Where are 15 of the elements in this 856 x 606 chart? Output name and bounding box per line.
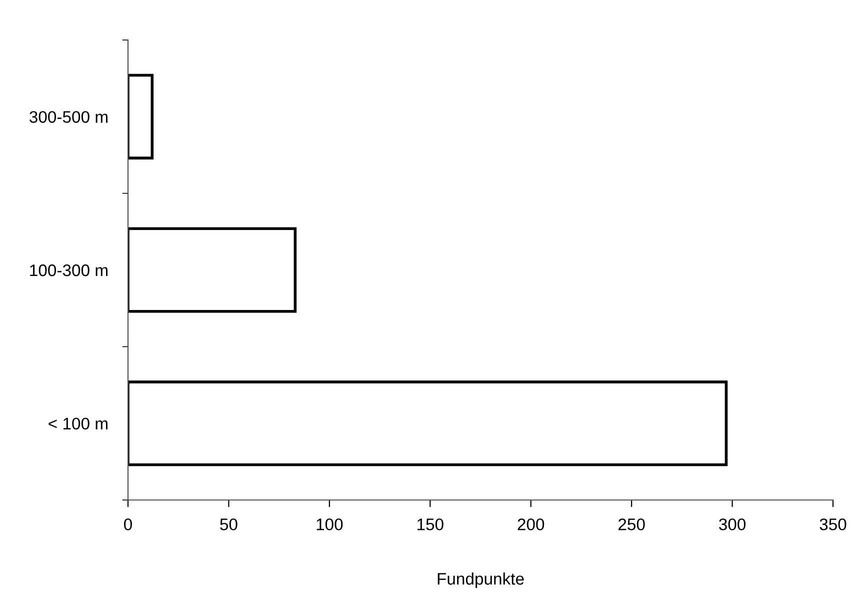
x-tick-label: 250: [618, 518, 645, 530]
x-tick-label: 0: [124, 518, 132, 530]
y-tick-label: 300-500 m: [30, 111, 108, 123]
bar: [128, 227, 297, 313]
x-tick-label: 200: [518, 518, 544, 530]
x-tick-label: 100: [316, 518, 343, 530]
x-axis-title: Fundpunkte: [438, 572, 524, 588]
x-tick-label: 50: [220, 518, 238, 530]
y-tick-label: < 100 m: [48, 418, 108, 430]
x-tick-label: 150: [418, 518, 444, 530]
x-tick-label: 300: [719, 518, 746, 530]
bar: [128, 74, 154, 160]
y-tick-label: 100-300 m: [30, 264, 108, 276]
bar: [128, 380, 728, 466]
x-tick-label: 350: [820, 518, 846, 530]
